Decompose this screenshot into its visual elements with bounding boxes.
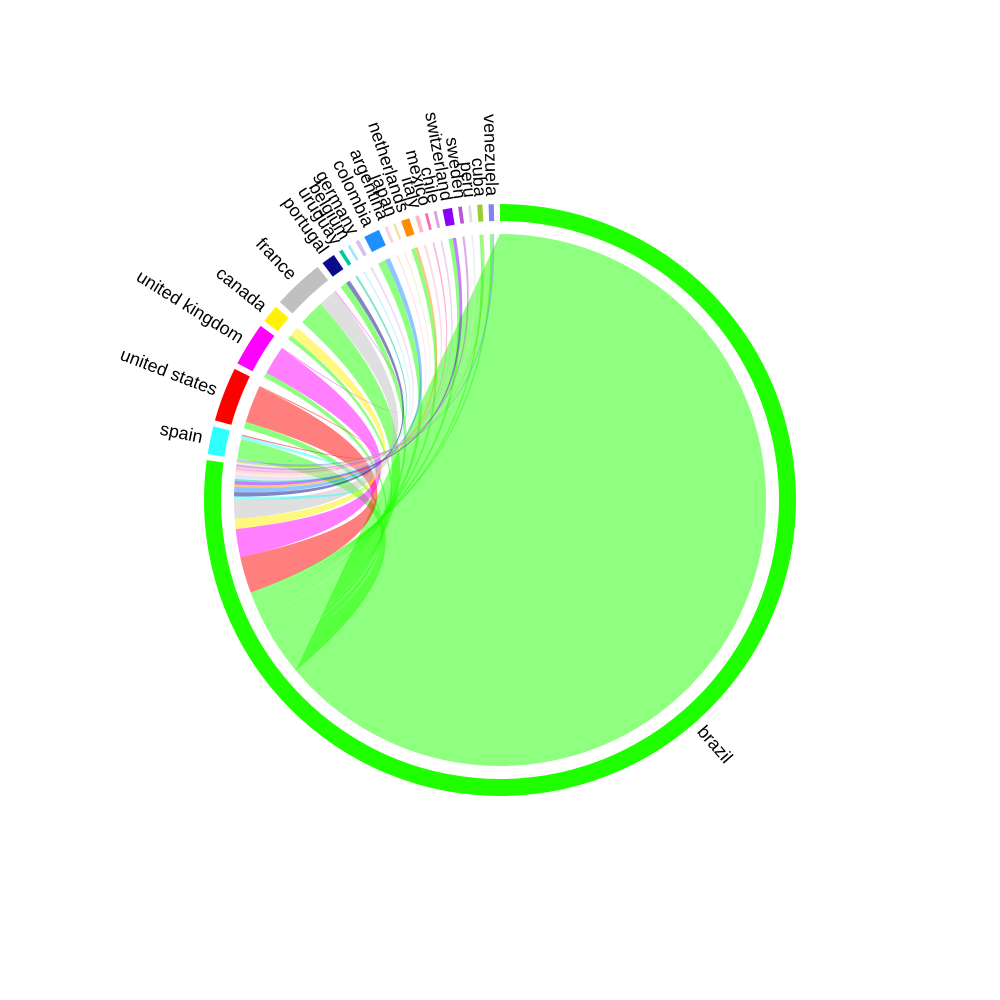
link-brazil-to-france — [261, 303, 401, 642]
sector-germany — [355, 239, 367, 257]
sector-united-states — [214, 368, 250, 425]
link-brazil-to-spain — [237, 439, 386, 671]
link-brazil-to-united-kingdom — [264, 372, 387, 650]
sector-peru — [468, 205, 473, 223]
link-brazil-to-canada — [274, 335, 393, 645]
label-france: france — [252, 234, 301, 284]
label-united-states: united states — [118, 344, 220, 399]
link-brazil-to-united-states — [243, 421, 384, 655]
sector-belgium — [347, 244, 359, 261]
label-peru: peru — [456, 161, 480, 199]
sector-italy — [415, 215, 424, 233]
sector-colombia — [364, 229, 386, 253]
sector-portugal — [322, 255, 344, 277]
sector-japan — [393, 223, 402, 240]
link-brazil-to-brazil — [295, 234, 766, 766]
sector-spain — [207, 426, 230, 457]
link-canada-to-brazil — [234, 327, 386, 530]
chord-sectors — [204, 204, 796, 796]
sector-chile — [433, 210, 441, 229]
label-venezuela: venezuela — [480, 114, 502, 198]
sector-netherlands — [401, 218, 415, 238]
sector-uruguay — [339, 249, 352, 266]
sector-united-kingdom — [237, 325, 275, 372]
link-united-states-to-brazil — [240, 387, 378, 593]
sector-switzerland — [442, 207, 455, 227]
chord-links — [233, 234, 766, 766]
sector-canada — [264, 306, 289, 332]
label-brazil: brazil — [693, 722, 736, 768]
sector-france — [279, 266, 329, 314]
label-canada: canada — [212, 263, 271, 316]
sector-cuba — [477, 204, 484, 222]
sector-mexico — [424, 212, 432, 231]
link-united-kingdom-to-brazil — [235, 348, 382, 558]
sector-argentina — [384, 226, 394, 244]
label-spain: spain — [158, 419, 204, 447]
sector-sweden — [458, 206, 465, 224]
label-cuba: cuba — [468, 157, 491, 198]
sector-venezuela — [488, 204, 495, 222]
